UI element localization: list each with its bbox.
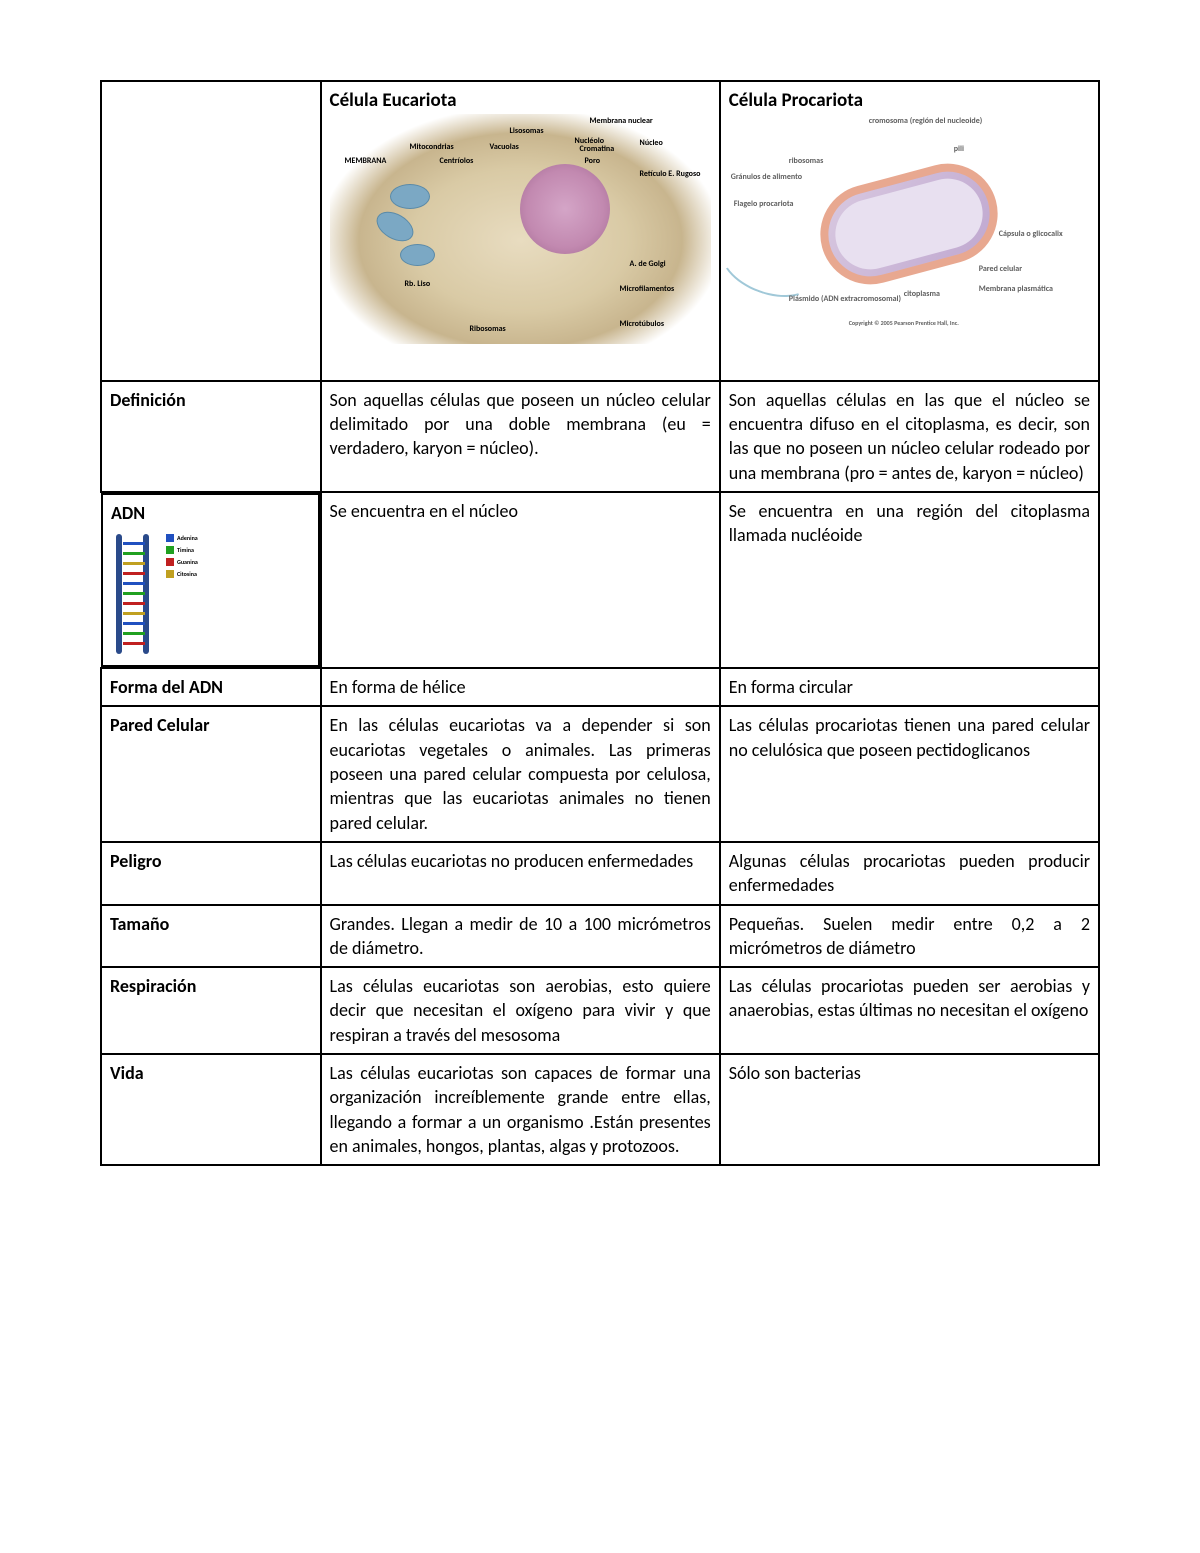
row-label: Definición — [101, 381, 321, 492]
header-eukaryote-title: Célula Eucariota — [330, 88, 711, 114]
table-row: Definición Son aquellas células que pose… — [101, 381, 1099, 492]
diagram-label: Cromatina — [580, 144, 615, 155]
eukaryote-diagram: Membrana nuclear Lisosomas Nucléolo Crom… — [330, 114, 711, 374]
dna-helix-diagram: Adenina Timina Guanina Citosina — [111, 529, 241, 659]
diagram-label: Plásmido (ADN extracromosomal) — [789, 294, 901, 305]
diagram-label: A. de Golgi — [630, 259, 666, 270]
header-prokaryote: Célula Procariota cromosoma (región del … — [720, 81, 1099, 381]
row-label-adn: ADN Adenina — [101, 493, 320, 667]
diagram-label: Flagelo procariota — [734, 199, 794, 210]
row-label: Vida — [101, 1054, 321, 1165]
cell-prokaryote: Pequeñas. Suelen medir entre 0,2 a 2 mic… — [720, 905, 1099, 968]
table-row: Peligro Las células eucariotas no produc… — [101, 842, 1099, 905]
cell-prokaryote: Son aquellas células en las que el núcle… — [720, 381, 1099, 492]
diagram-copyright: Copyright © 2005 Pearson Prentice Hall, … — [849, 319, 959, 327]
diagram-label: cromosoma (región del nucleoide) — [869, 116, 983, 127]
cell-prokaryote: Sólo son bacterias — [720, 1054, 1099, 1165]
diagram-label: Cápsula o glicocalix — [999, 229, 1063, 240]
cell-eukaryote: Las células eucariotas son aerobias, est… — [321, 967, 720, 1054]
comparison-table: Célula Eucariota Membrana nuclear Lisoso… — [100, 80, 1100, 1166]
table-row: Tamaño Grandes. Llegan a medir de 10 a 1… — [101, 905, 1099, 968]
diagram-label: Retículo E. Rugoso — [640, 169, 701, 180]
diagram-label: pili — [954, 144, 964, 155]
diagram-label: Núcleo — [640, 138, 663, 149]
table-row: Respiración Las células eucariotas son a… — [101, 967, 1099, 1054]
diagram-label: Microfilamentos — [620, 284, 675, 295]
dna-legend: Adenina Timina Guanina Citosina — [166, 534, 198, 582]
row-label: Forma del ADN — [101, 668, 321, 706]
cell-eukaryote: En forma de hélice — [321, 668, 720, 706]
diagram-label: Pared celular — [979, 264, 1022, 275]
cell-prokaryote: Las células procariotas pueden ser aerob… — [720, 967, 1099, 1054]
row-label: Respiración — [101, 967, 321, 1054]
diagram-label: Poro — [585, 156, 600, 167]
diagram-label: Centríolos — [440, 156, 474, 167]
diagram-label: Rb. Liso — [405, 279, 431, 290]
diagram-label: citoplasma — [904, 289, 940, 300]
row-label: Tamaño — [101, 905, 321, 968]
diagram-label: Vacuolas — [490, 142, 519, 153]
diagram-label: Membrana plasmática — [979, 284, 1053, 295]
cell-prokaryote: Las células procariotas tienen una pared… — [720, 706, 1099, 841]
table-row: ADN Adenina — [101, 492, 1099, 668]
cell-prokaryote: En forma circular — [720, 668, 1099, 706]
header-empty — [101, 81, 321, 381]
cell-prokaryote: Se encuentra en una región del citoplasm… — [720, 492, 1099, 668]
row-label: Peligro — [101, 842, 321, 905]
row-label: Pared Celular — [101, 706, 321, 841]
cell-eukaryote: Se encuentra en el núcleo — [321, 492, 720, 668]
diagram-label: Microtúbulos — [620, 319, 664, 330]
table-row: Pared Celular En las células eucariotas … — [101, 706, 1099, 841]
cell-eukaryote: Las células eucariotas son capaces de fo… — [321, 1054, 720, 1165]
header-prokaryote-title: Célula Procariota — [729, 88, 1090, 114]
cell-eukaryote: Grandes. Llegan a medir de 10 a 100 micr… — [321, 905, 720, 968]
cell-prokaryote: Algunas células procariotas pueden produ… — [720, 842, 1099, 905]
diagram-label: Membrana nuclear — [590, 116, 653, 127]
diagram-label: MEMBRANA — [345, 156, 387, 167]
diagram-label: Mitocondrias — [410, 142, 454, 153]
cell-eukaryote: En las células eucariotas va a depender … — [321, 706, 720, 841]
cell-eukaryote: Las células eucariotas no producen enfer… — [321, 842, 720, 905]
diagram-label: Ribosomas — [470, 324, 506, 335]
header-eukaryote: Célula Eucariota Membrana nuclear Lisoso… — [321, 81, 720, 381]
prokaryote-diagram: cromosoma (región del nucleoide) pili ri… — [729, 114, 1090, 374]
table-row: Forma del ADN En forma de hélice En form… — [101, 668, 1099, 706]
diagram-label: ribosomas — [789, 156, 824, 167]
cell-eukaryote: Son aquellas células que poseen un núcle… — [321, 381, 720, 492]
diagram-label: Lisosomas — [510, 126, 544, 137]
table-row: Vida Las células eucariotas son capaces … — [101, 1054, 1099, 1165]
header-row: Célula Eucariota Membrana nuclear Lisoso… — [101, 81, 1099, 381]
diagram-label: Gránulos de alimento — [731, 172, 802, 183]
